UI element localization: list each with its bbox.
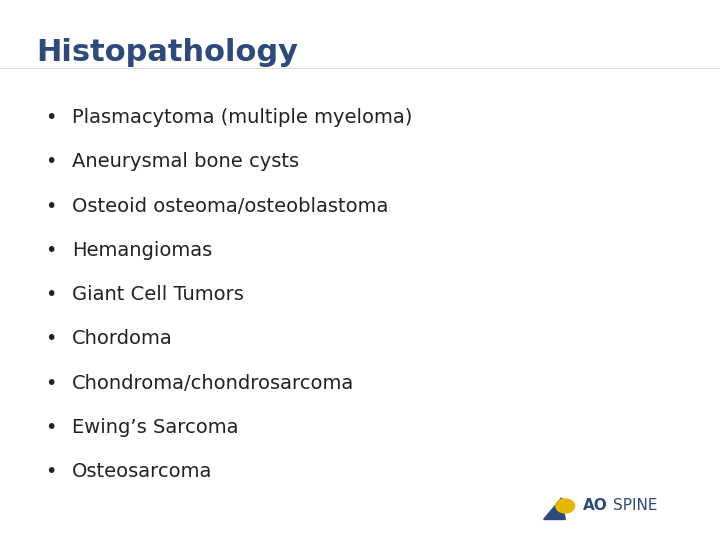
Text: •: • <box>45 108 56 127</box>
Text: •: • <box>45 418 56 437</box>
Text: •: • <box>45 329 56 348</box>
Text: Chordoma: Chordoma <box>72 329 173 348</box>
Text: Osteosarcoma: Osteosarcoma <box>72 462 212 481</box>
Text: •: • <box>45 374 56 393</box>
Circle shape <box>556 499 575 513</box>
Text: Osteoid osteoma/osteoblastoma: Osteoid osteoma/osteoblastoma <box>72 197 388 215</box>
Text: SPINE: SPINE <box>613 498 658 514</box>
Text: Chondroma/chondrosarcoma: Chondroma/chondrosarcoma <box>72 374 354 393</box>
Text: Giant Cell Tumors: Giant Cell Tumors <box>72 285 244 304</box>
Text: Plasmacytoma (multiple myeloma): Plasmacytoma (multiple myeloma) <box>72 108 413 127</box>
Text: •: • <box>45 462 56 481</box>
Text: Ewing’s Sarcoma: Ewing’s Sarcoma <box>72 418 238 437</box>
Text: Aneurysmal bone cysts: Aneurysmal bone cysts <box>72 152 299 171</box>
Text: •: • <box>45 197 56 215</box>
Polygon shape <box>544 498 565 519</box>
Text: Histopathology: Histopathology <box>36 38 298 67</box>
Text: •: • <box>45 285 56 304</box>
Text: AO: AO <box>583 498 608 514</box>
Text: •: • <box>45 241 56 260</box>
Text: Hemangiomas: Hemangiomas <box>72 241 212 260</box>
Text: •: • <box>45 152 56 171</box>
